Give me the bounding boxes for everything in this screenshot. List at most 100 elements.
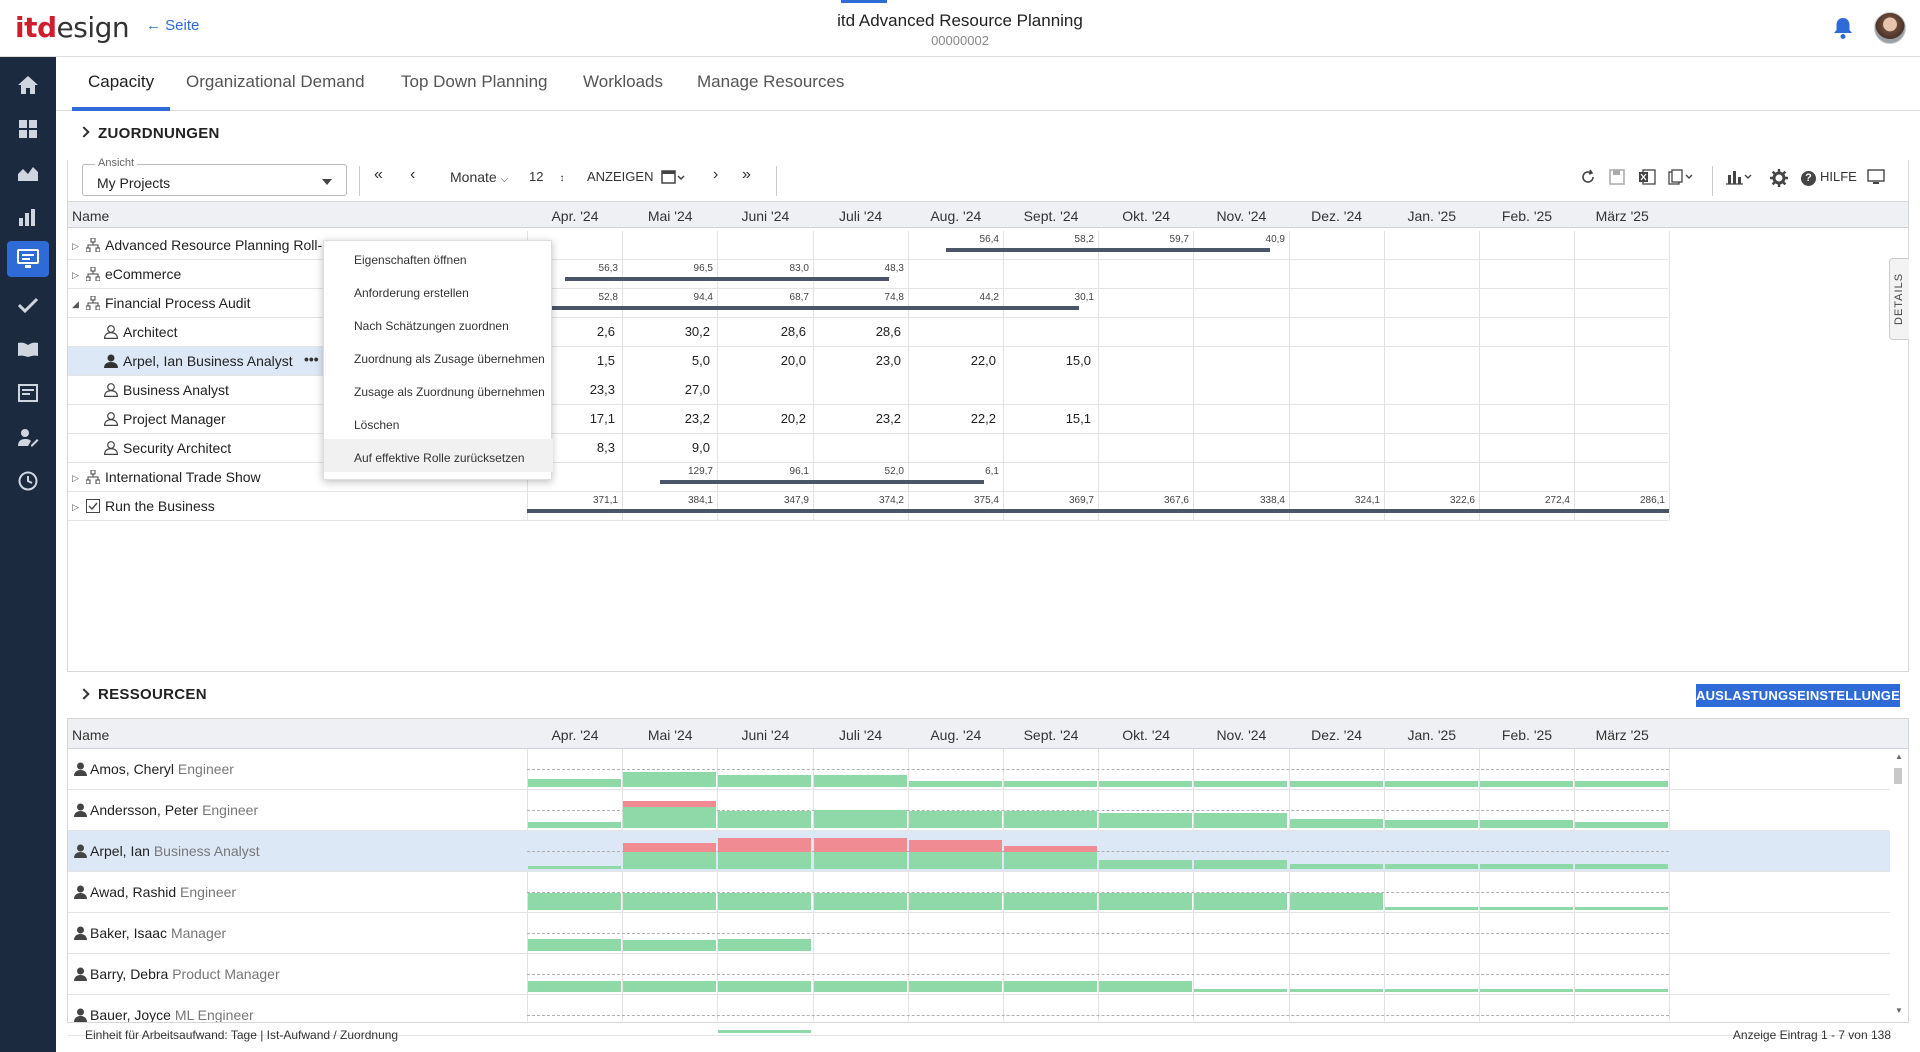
assignment-row[interactable]: ▷ eCommerce [68, 260, 1668, 289]
cell-value[interactable]: 27,0 [684, 382, 710, 397]
expand-triangle-icon[interactable]: ▷ [72, 502, 79, 512]
more-actions-icon[interactable]: ••• [304, 351, 319, 367]
menu-item-commitment-to-assignment[interactable]: Zusage als Zuordnung übernehmen [354, 385, 545, 399]
user-edit-icon[interactable] [0, 419, 56, 455]
resource-row[interactable]: Awad, Rashid Engineer [68, 872, 1890, 913]
calendar-icon[interactable] [661, 169, 685, 188]
assignments-grid-header: Name Apr. '24 Mai '24 Juni '24 Juli '24 Aug.… [68, 202, 1908, 228]
assignment-row[interactable]: Arpel, Ian Business Analyst ••• [68, 347, 323, 376]
back-link[interactable]: ← Seite [146, 17, 199, 34]
cell-value[interactable]: 15,1 [1065, 411, 1091, 426]
cell-value[interactable]: 23,2 [875, 411, 901, 426]
resource-planning-icon[interactable] [7, 241, 49, 277]
reports-icon[interactable] [0, 375, 56, 411]
dashboard-icon[interactable] [0, 111, 56, 147]
cell-value[interactable]: 28,6 [780, 324, 806, 339]
assignment-row[interactable]: Project Manager [68, 405, 1668, 434]
bar-chart-icon[interactable] [0, 199, 56, 235]
show-button[interactable]: ANZEIGEN [587, 169, 654, 184]
expand-triangle-icon[interactable]: ▷ [72, 473, 79, 483]
resources-scrollbar[interactable]: ▲ ▼ [1892, 752, 1904, 1020]
menu-item-open-properties[interactable]: Eigenschaften öffnen [354, 253, 467, 267]
chart-options-icon[interactable] [1725, 169, 1753, 188]
menu-item-create-request[interactable]: Anforderung erstellen [354, 286, 469, 300]
menu-item-delete[interactable]: Löschen [354, 418, 400, 432]
name-column-header[interactable]: Name [72, 208, 110, 224]
view-select[interactable]: Ansicht My Projects [82, 157, 347, 196]
cell-value[interactable]: 1,5 [596, 353, 615, 368]
help-button[interactable]: ? HILFE [1801, 169, 1857, 186]
cell-value[interactable]: 23,3 [589, 382, 615, 397]
resource-row[interactable]: Bauer, Joyce ML Engineer [68, 995, 1890, 1036]
scroll-thumb[interactable] [1894, 768, 1902, 784]
utilization-settings-button[interactable]: AUSLASTUNGSEINSTELLUNGEN [1696, 684, 1909, 707]
month-header: Apr. '24 [551, 727, 599, 743]
expand-triangle-icon[interactable]: ▷ [72, 270, 79, 280]
cell-value[interactable]: 9,0 [691, 440, 710, 455]
scroll-down-icon[interactable]: ▼ [1895, 1006, 1903, 1015]
collapse-triangle-icon[interactable]: ◢ [72, 299, 79, 309]
monitor-icon[interactable] [1867, 169, 1885, 188]
assignment-row[interactable]: ▷ International Trade Show [68, 463, 1668, 492]
home-icon[interactable] [0, 67, 56, 103]
row-label: Business Analyst [123, 382, 229, 398]
cell-value[interactable]: 22,0 [970, 353, 996, 368]
scroll-up-icon[interactable]: ▲ [1895, 752, 1903, 761]
menu-item-assignment-to-commitment[interactable]: Zuordnung als Zusage übernehmen [354, 352, 545, 366]
cell-value[interactable]: 20,0 [780, 353, 806, 368]
tab-manage-resources[interactable]: Manage Resources [697, 72, 845, 91]
tab-organizational-demand[interactable]: Organizational Demand [186, 72, 365, 91]
cell-value[interactable]: 17,1 [589, 411, 615, 426]
cell-value[interactable]: 20,2 [780, 411, 806, 426]
resource-row[interactable]: Barry, Debra Product Manager [68, 954, 1890, 995]
next-period-icon[interactable]: › [713, 166, 719, 183]
cell-value[interactable]: 23,0 [875, 353, 901, 368]
first-period-icon[interactable]: « [374, 166, 383, 183]
period-count-stepper[interactable]: 12 ↕ [529, 169, 564, 184]
cell-value[interactable]: 23,2 [684, 411, 710, 426]
collapse-resources-chevron-icon[interactable] [78, 688, 90, 700]
cell-value[interactable]: 8,3 [596, 440, 615, 455]
cell-value[interactable]: 28,6 [875, 324, 901, 339]
check-icon[interactable] [0, 287, 56, 323]
settings-gear-icon[interactable] [1770, 169, 1788, 190]
refresh-icon[interactable] [1580, 169, 1596, 188]
assignment-row[interactable]: Security Architect [68, 434, 1668, 463]
bell-icon[interactable] [1832, 16, 1854, 45]
user-avatar[interactable] [1874, 12, 1906, 44]
cell-value[interactable]: 30,2 [684, 324, 710, 339]
assignment-row[interactable]: Business Analyst [68, 376, 1668, 405]
cell-value[interactable]: 22,2 [970, 411, 996, 426]
assignment-row[interactable]: ▷ Advanced Resource Planning Roll- [68, 231, 1668, 260]
cell-value[interactable]: 15,0 [1065, 353, 1091, 368]
cell-value[interactable]: 5,0 [691, 353, 710, 368]
save-icon[interactable] [1609, 169, 1625, 188]
previous-period-icon[interactable]: ‹ [410, 166, 416, 183]
menu-item-assign-by-estimates[interactable]: Nach Schätzungen zuordnen [354, 319, 509, 333]
unit-info: Einheit für Arbeitsaufwand: Tage | Ist-A… [85, 1028, 399, 1042]
copy-menu-icon[interactable] [1668, 169, 1694, 188]
tab-workloads[interactable]: Workloads [583, 72, 663, 91]
assignment-row[interactable]: ◢ Financial Process Audit [68, 289, 1668, 318]
area-chart-icon[interactable] [0, 155, 56, 191]
collapse-assignments-chevron-icon[interactable] [78, 126, 90, 138]
resource-row[interactable]: Baker, Isaac Manager [68, 913, 1890, 954]
details-side-tab[interactable]: DETAILS [1889, 258, 1909, 340]
clock-icon[interactable] [0, 463, 56, 499]
assignment-row[interactable]: ▷ Run the Business [68, 492, 1668, 521]
period-unit-select[interactable]: Monate ⌵ [450, 169, 508, 185]
itdesign-logo[interactable]: itdesign [15, 11, 130, 44]
expand-triangle-icon[interactable]: ▷ [72, 241, 79, 251]
menu-item-reset-effective-role[interactable]: Auf effektive Rolle zurücksetzen [324, 439, 553, 472]
tab-capacity[interactable]: Capacity [88, 72, 155, 91]
last-period-icon[interactable]: » [742, 166, 751, 183]
book-icon[interactable] [0, 331, 56, 367]
name-column-header[interactable]: Name [72, 727, 110, 743]
resource-row[interactable]: Andersson, Peter Engineer [68, 790, 1890, 831]
workload-bar [1480, 989, 1573, 992]
cell-value[interactable]: 2,6 [596, 324, 615, 339]
tab-top-down-planning[interactable]: Top Down Planning [401, 72, 548, 91]
assignment-row[interactable]: Architect [68, 318, 1668, 347]
resource-row[interactable]: Amos, Cheryl Engineer [68, 749, 1890, 790]
excel-export-icon[interactable] [1638, 169, 1656, 188]
